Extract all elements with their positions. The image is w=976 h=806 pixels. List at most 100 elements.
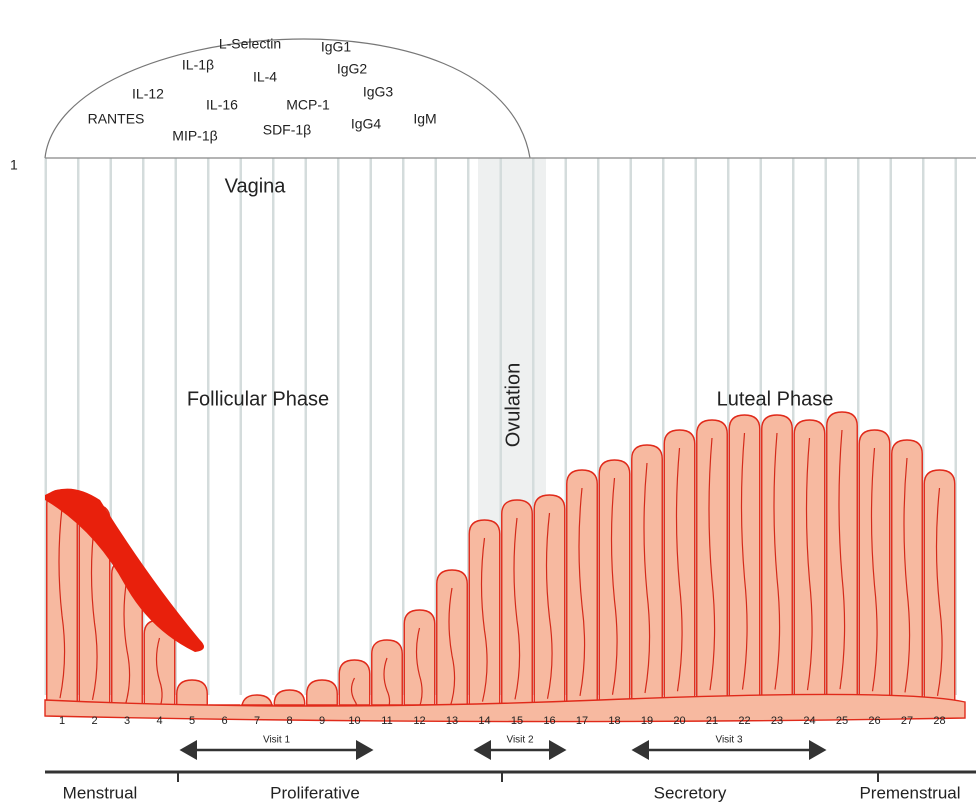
endometrium-cell bbox=[793, 419, 826, 706]
day-columns bbox=[44, 158, 957, 695]
visit-label: Visit 1 bbox=[263, 735, 290, 746]
marker: 1 bbox=[10, 157, 18, 173]
day-number: 3 bbox=[124, 715, 130, 727]
phase-label: Luteal Phase bbox=[717, 388, 834, 410]
day-number: 10 bbox=[348, 715, 360, 727]
gland bbox=[805, 437, 813, 691]
endometrium-cell bbox=[176, 679, 208, 706]
gland bbox=[675, 447, 683, 692]
dome-label: RANTES bbox=[88, 111, 145, 127]
region-label: Vagina bbox=[225, 175, 287, 197]
dome-label: IL-4 bbox=[253, 69, 277, 85]
basal-layer bbox=[44, 693, 966, 723]
endometrium-cell bbox=[826, 411, 858, 706]
day-number: 21 bbox=[706, 715, 718, 727]
day-number: 5 bbox=[189, 715, 195, 727]
day-number: 12 bbox=[413, 715, 425, 727]
dome-label: IL-1β bbox=[182, 57, 214, 73]
endometrium bbox=[44, 411, 966, 723]
gland bbox=[123, 577, 131, 707]
endometrium-cell bbox=[306, 679, 338, 706]
visit-label: Visit 3 bbox=[715, 735, 742, 746]
endometrium-cell bbox=[728, 414, 761, 706]
dome bbox=[44, 38, 531, 159]
endometrium-cell bbox=[598, 459, 631, 706]
stage-label: Premenstrual bbox=[859, 783, 960, 802]
gland bbox=[773, 432, 781, 690]
gland bbox=[870, 447, 878, 692]
endometrium-cell bbox=[338, 659, 371, 706]
day-number: 17 bbox=[576, 715, 588, 727]
day-number: 22 bbox=[738, 715, 750, 727]
day-number: 19 bbox=[641, 715, 653, 727]
gland bbox=[610, 477, 618, 695]
day-number: 23 bbox=[771, 715, 783, 727]
day-number: 4 bbox=[156, 715, 162, 727]
day-number: 13 bbox=[446, 715, 458, 727]
gland bbox=[90, 522, 98, 701]
dome-label: IgG4 bbox=[351, 116, 382, 132]
gland bbox=[545, 512, 553, 699]
day-number: 24 bbox=[803, 715, 815, 727]
endometrium-cell bbox=[468, 519, 501, 706]
gland bbox=[708, 437, 716, 691]
day-number: 26 bbox=[868, 715, 880, 727]
dome-label: IgG1 bbox=[321, 39, 352, 55]
day-number: 28 bbox=[933, 715, 945, 727]
phase-label: Follicular Phase bbox=[187, 388, 329, 410]
dome-label: MCP-1 bbox=[286, 97, 330, 113]
endometrium-cell bbox=[371, 639, 403, 706]
day-number: 7 bbox=[254, 715, 260, 727]
day-number: 6 bbox=[221, 715, 227, 727]
endometrium-cell bbox=[761, 414, 793, 706]
day-number: 16 bbox=[543, 715, 555, 727]
dome-label: IL-12 bbox=[132, 86, 164, 102]
gland bbox=[903, 457, 911, 693]
dome-label: IgG2 bbox=[337, 61, 368, 77]
endometrium-cell bbox=[403, 609, 436, 706]
endometrium-cell bbox=[436, 569, 468, 706]
gland bbox=[578, 487, 586, 696]
gland bbox=[935, 487, 943, 696]
stage-label: Proliferative bbox=[270, 783, 360, 802]
endometrium-cell bbox=[273, 689, 306, 706]
day-number: 2 bbox=[91, 715, 97, 727]
endometrium-cell bbox=[696, 419, 728, 706]
stage-label: Secretory bbox=[654, 783, 727, 802]
dome-label: MIP-1β bbox=[172, 128, 217, 144]
menstrual-shedding bbox=[45, 488, 204, 652]
gland bbox=[643, 462, 651, 694]
gland bbox=[415, 627, 423, 713]
gland bbox=[480, 537, 488, 702]
endometrium-cell bbox=[46, 489, 78, 706]
dome-label: IgM bbox=[413, 111, 436, 127]
gland bbox=[740, 432, 748, 690]
endometrium-cell bbox=[566, 469, 598, 706]
gland bbox=[448, 587, 456, 708]
day-number: 1 bbox=[59, 715, 65, 727]
phase-label: Ovulation bbox=[502, 363, 524, 448]
endometrium-cell bbox=[858, 429, 891, 706]
endometrium-cell bbox=[891, 439, 923, 706]
stage-label: Menstrual bbox=[63, 783, 138, 802]
endometrium-cell bbox=[663, 429, 696, 706]
day-number: 15 bbox=[511, 715, 523, 727]
day-number: 9 bbox=[319, 715, 325, 727]
gland bbox=[838, 429, 846, 690]
day-number: 8 bbox=[286, 715, 292, 727]
day-number: 25 bbox=[836, 715, 848, 727]
gland bbox=[58, 507, 66, 699]
endometrium-cell bbox=[501, 499, 533, 706]
dome-label: SDF-1β bbox=[263, 122, 312, 138]
endometrium-cell bbox=[631, 444, 663, 706]
day-number: 11 bbox=[381, 715, 392, 727]
day-number: 27 bbox=[901, 715, 913, 727]
day-number: 20 bbox=[673, 715, 685, 727]
dome-label: L-Selectin bbox=[219, 36, 281, 52]
gland bbox=[513, 517, 521, 700]
visit-label: Visit 2 bbox=[506, 735, 533, 746]
endometrium-cell bbox=[533, 494, 566, 706]
endometrium-cell bbox=[923, 469, 956, 706]
day-number: 14 bbox=[478, 715, 490, 727]
